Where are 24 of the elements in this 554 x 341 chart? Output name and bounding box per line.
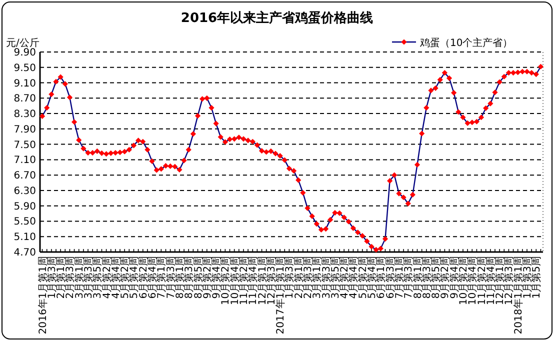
x-tick-label: 6月第2周: [137, 256, 150, 299]
x-tick-label: 2月第1周: [292, 256, 305, 299]
legend-label: 鸡蛋（10个主产省）: [419, 37, 513, 49]
y-tick-label: 9.90: [14, 48, 36, 58]
y-axis-title: 元/公斤: [6, 37, 40, 49]
chart-title: 2016年以来主产省鸡蛋价格曲线: [180, 10, 374, 26]
y-tick-label: 7.90: [14, 124, 36, 136]
y-tick-label: 5.10: [14, 232, 36, 244]
legend: 鸡蛋（10个主产省）: [392, 38, 513, 49]
y-tick-label: 6.70: [14, 170, 36, 182]
x-tick-label: 1月第5周: [530, 256, 543, 299]
y-tick-label: 7.10: [14, 155, 36, 166]
y-tick-label: 7.50: [14, 140, 36, 151]
x-tick-label: 5月第2周: [356, 256, 369, 299]
y-tick-label: 8.30: [14, 109, 36, 120]
x-tick-label: 3月第1周: [73, 256, 86, 299]
y-tick-label: 6.30: [14, 186, 36, 197]
y-tick-label: 5.90: [14, 201, 36, 212]
y-tick-label: 4.70: [14, 248, 36, 258]
x-tick-label: 12月第1周: [256, 256, 268, 306]
y-tick-label: 8.70: [14, 94, 36, 105]
y-tick-label: 9.10: [14, 78, 36, 90]
y-tick-label: 9.50: [14, 62, 36, 74]
y-tick-label: 5.50: [14, 216, 36, 228]
